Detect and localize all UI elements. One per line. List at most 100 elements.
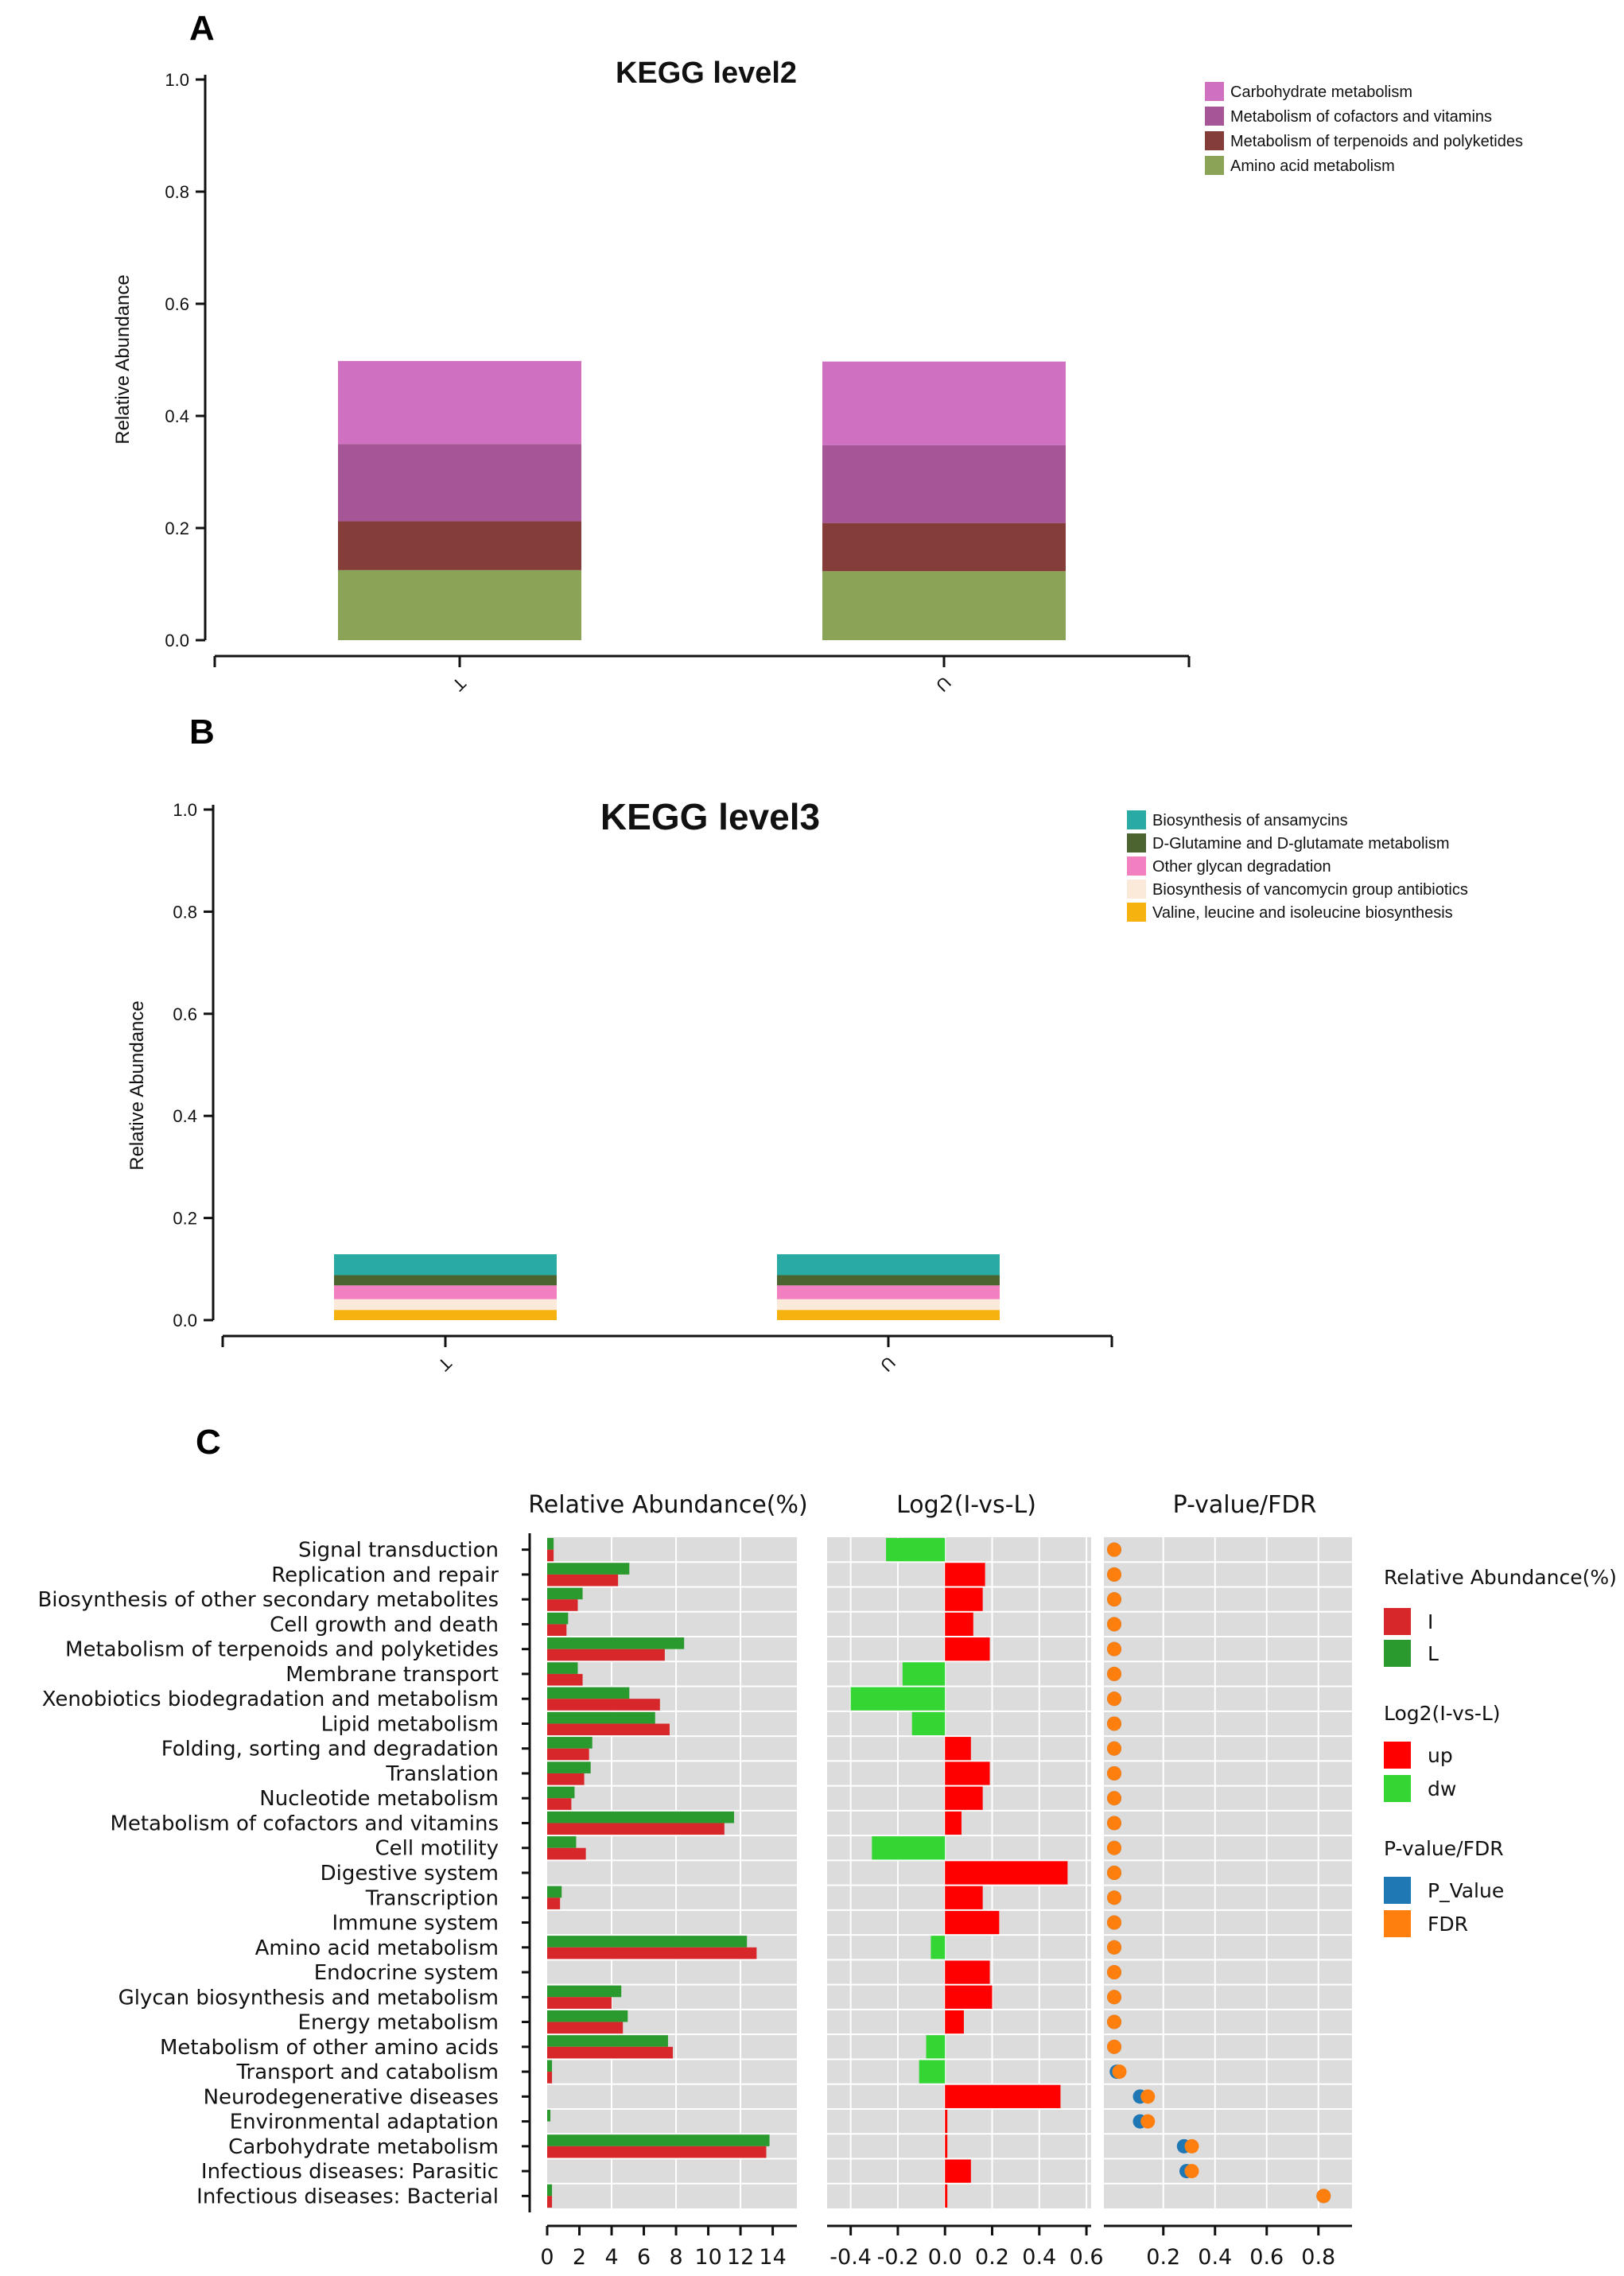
abundance-bar-l [547, 2035, 668, 2047]
legend-label: Carbohydrate metabolism [1230, 84, 1412, 101]
log2-bar [919, 2060, 946, 2084]
x-tick-label: 0.6 [1070, 2245, 1104, 2270]
legend-label: D-Glutamine and D-glutamate metabolism [1152, 835, 1450, 853]
log2-header: Log2(I-vs-L) [896, 1491, 1036, 1519]
legend-swatch [1127, 903, 1146, 922]
abundance-bar-l [547, 2010, 628, 2022]
log2-bar [945, 2159, 971, 2183]
x-tick-label: 8 [669, 2245, 682, 2270]
kegg-level2-y-axis-label: Relative Abundance [112, 274, 134, 445]
y-tick-label: 0.0 [173, 1311, 197, 1330]
bar-segment [334, 1285, 557, 1299]
abundance-bar-l [547, 1687, 630, 1699]
fdr-point [1107, 2014, 1121, 2029]
fdr-point [1184, 2164, 1199, 2179]
abundance-bar-i [547, 1699, 660, 1711]
legend-swatch-dw [1384, 1775, 1411, 1802]
legend-label-l: L [1428, 1642, 1439, 1665]
x-tick-label: -0.4 [829, 2245, 872, 2270]
abundance-bar-i [547, 1947, 757, 1959]
log2-bar [945, 1985, 993, 2009]
legend-label: Amino acid metabolism [1230, 157, 1395, 175]
category-label: Translation [385, 1762, 499, 1786]
category-label: Folding, sorting and degradation [161, 1738, 499, 1761]
log2-bar [902, 1662, 946, 1686]
y-tick-label: 0.6 [173, 1004, 197, 1024]
abundance-bar-l [547, 1662, 578, 1674]
legend-log2-title: Log2(I-vs-L) [1384, 1702, 1501, 1725]
legend-swatch [1205, 156, 1224, 175]
x-tick-label: 2 [573, 2245, 586, 2270]
kegg-level3-y-axis-label: Relative Abundance [126, 1000, 148, 1171]
log2-bar [945, 1910, 1000, 1935]
category-label: Metabolism of cofactors and vitamins [110, 1812, 499, 1835]
x-tick-label: 4 [604, 2245, 618, 2270]
subplot-background [1104, 1537, 1352, 2208]
legend-swatch-l [1384, 1640, 1411, 1667]
abundance-bar-i [547, 1748, 589, 1761]
fdr-point [1316, 2189, 1331, 2204]
log2-bar [945, 1861, 1068, 1885]
abundance-bar-l [547, 1711, 655, 1724]
y-tick-label: 1.0 [165, 70, 189, 90]
abundance-bar-l [547, 1587, 583, 1600]
legend-swatch-fdr [1384, 1910, 1411, 1937]
fdr-point [1107, 1791, 1121, 1806]
log2-bar [945, 1563, 985, 1587]
log2-bar [945, 1811, 962, 1835]
bar-segment [334, 1310, 557, 1320]
category-label: Transcription [365, 1886, 499, 1910]
fdr-point [1184, 2138, 1199, 2154]
abundance-bar-l [547, 1811, 734, 1824]
bar-segment [338, 444, 581, 522]
log2-bar [930, 1936, 946, 1959]
panel-label-c: C [196, 1423, 221, 1462]
abundance-bar-l [547, 1886, 562, 1898]
log2-bar [872, 1836, 946, 1860]
y-tick-label: 0.8 [173, 902, 197, 922]
category-label: Carbohydrate metabolism [228, 2135, 499, 2159]
category-label: Infectious diseases: Parasitic [201, 2160, 499, 2184]
x-tick-label: T [434, 1354, 456, 1375]
fdr-point [1107, 1890, 1121, 1905]
x-tick-label: 0.6 [1249, 2245, 1284, 2270]
abundance-bar-l [547, 2060, 553, 2072]
legend-pvalue-title: P-value/FDR [1384, 1837, 1504, 1860]
abundance-bar-l [547, 1936, 748, 1948]
bar-segment [334, 1299, 557, 1311]
fdr-point [1107, 1915, 1121, 1930]
bar-segment [777, 1254, 1000, 1276]
legend-label-fdr: FDR [1428, 1913, 1468, 1936]
panel-c-legend: Relative Abundance(%) I L Log2(I-vs-L) u… [1384, 1566, 1617, 1937]
log2-bar [945, 1637, 990, 1661]
log2-bar [945, 1737, 971, 1761]
log2-bar [945, 1612, 973, 1637]
abundance-bar-l [547, 2109, 551, 2122]
abundance-bar-i [547, 1773, 585, 1785]
y-tick-label: 1.0 [173, 800, 197, 820]
category-label: Lipid metabolism [321, 1712, 499, 1736]
fdr-point [1107, 1816, 1121, 1831]
abundance-bar-l [547, 1563, 630, 1575]
x-tick-label: 0.2 [975, 2245, 1009, 2270]
abundance-bar-l [547, 2134, 770, 2146]
log2-bar [945, 2134, 948, 2158]
log2-bar [850, 1687, 946, 1711]
y-tick-label: 0.2 [165, 519, 189, 538]
fdr-point [1107, 1965, 1121, 1980]
category-label: Biosynthesis of other secondary metaboli… [37, 1588, 499, 1612]
abundance-bar-i [547, 1823, 725, 1835]
legend-swatch-up [1384, 1742, 1411, 1769]
abundance-bar-i [547, 1997, 612, 2009]
legend-swatch [1205, 82, 1224, 101]
fdr-point [1107, 1866, 1121, 1880]
log2-bar [945, 2184, 948, 2208]
legend-swatch [1205, 131, 1224, 150]
fdr-point [1107, 1592, 1121, 1607]
abundance-bar-l [547, 2184, 553, 2196]
x-tick-label: 0.2 [1146, 2245, 1180, 2270]
legend-label: Biosynthesis of ansamycins [1152, 812, 1348, 829]
fdr-point [1107, 2039, 1121, 2054]
abundance-bar-i [547, 1624, 567, 1637]
abundance-bar-i [547, 1673, 583, 1686]
